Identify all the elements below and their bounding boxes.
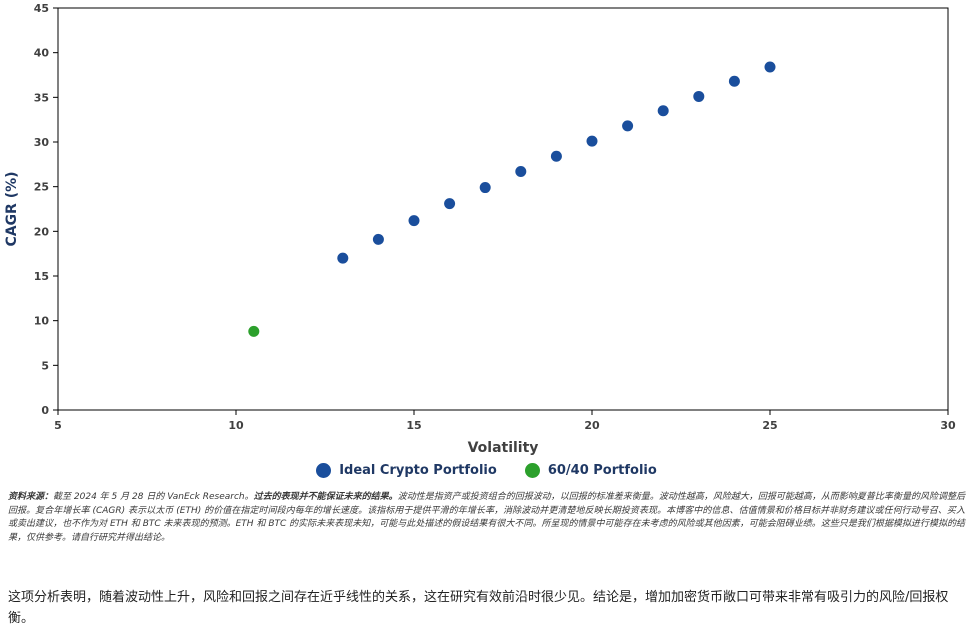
data-point [622,120,634,132]
x-tick-label: 25 [762,419,777,432]
source-label: 资料来源： [8,492,54,502]
data-point [728,75,740,87]
disclaimer-body: 波动性是指资产或投资组合的回报波动，以回报的标准差来衡量。波动性越高，风险越大，… [8,492,965,543]
y-tick-label: 0 [41,404,49,417]
y-tick-label: 20 [34,225,50,238]
plot-border [57,7,949,411]
legend-marker-icon [316,462,332,478]
y-axis-title: CAGR (%) [4,171,20,246]
chart-legend: Ideal Crypto Portfolio 60/40 Portfolio [0,459,973,481]
data-point [444,198,456,210]
disclaimer-warning: 过去的表现并不能保证未来的结果。 [253,492,398,502]
y-tick-label: 45 [34,2,49,15]
x-tick-label: 30 [940,419,956,432]
y-tick-label: 10 [34,315,50,328]
y-tick-label: 25 [34,181,49,194]
y-tick-label: 5 [41,359,49,372]
data-point [764,61,776,73]
y-tick-label: 40 [34,47,50,60]
x-axis-title: Volatility [468,440,539,455]
scatter-plot: 5 10 15 20 25 30051015202530354045VolatilityC… [4,2,956,455]
y-tick-label: 15 [34,270,49,283]
x-tick-label: 20 [584,419,600,432]
data-point [657,105,669,117]
data-point [248,325,260,337]
legend-label: Ideal Crypto Portfolio [339,462,497,478]
data-point [693,90,705,102]
x-tick-label: 10 [228,419,244,432]
y-tick-label: 35 [34,91,49,104]
legend-item: 60/40 Portfolio [524,462,657,478]
x-tick-label: 5 [54,419,62,432]
data-point [408,215,420,227]
data-point [372,233,384,245]
source-disclaimer: 资料来源：截至 2024 年 5 月 28 日的 VanEck Research… [8,491,965,545]
data-point [479,182,491,194]
analysis-text: 这项分析表明，随着波动性上升，风险和回报之间存在近乎线性的关系，这在研究有效前沿… [8,590,949,627]
legend-label: 60/40 Portfolio [547,462,657,478]
data-point [586,135,598,147]
data-point [337,252,349,264]
data-point [515,165,527,177]
data-point [550,150,562,162]
legend-marker-icon [524,462,540,478]
legend-item: Ideal Crypto Portfolio [316,462,497,478]
y-tick-label: 30 [34,136,50,149]
scatter-chart: 5 10 15 20 25 30 0 5 10 15 20 25 30 35 40 45 Volatility C… [4,2,956,455]
x-tick-label: 15 [406,419,421,432]
source-text: 截至 2024 年 5 月 28 日的 VanEck Research。 [53,492,254,502]
